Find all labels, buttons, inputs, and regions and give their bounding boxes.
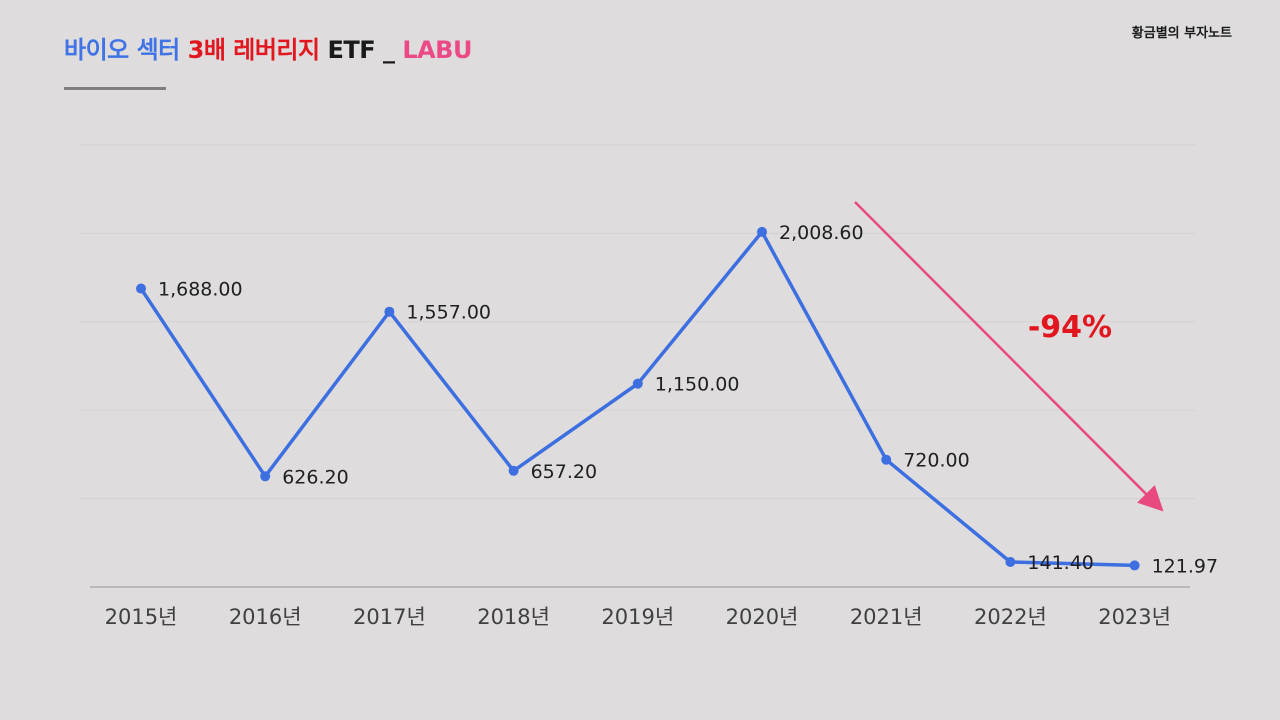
x-tick-label: 2015년	[105, 605, 178, 629]
data-point	[1129, 560, 1140, 571]
title-part-ticker: LABU	[402, 36, 472, 64]
data-label: 626.20	[282, 466, 348, 488]
gridlines	[80, 144, 1195, 500]
series-line-group	[139, 230, 1137, 568]
data-points	[136, 226, 1140, 571]
decline-arrow	[854, 201, 1164, 512]
data-labels: 1,688.00 626.20 1,557.00 657.20 1,150.00 2,00…	[158, 222, 1218, 578]
data-label: 2,008.60	[779, 222, 864, 244]
series-line	[139, 230, 1137, 568]
x-tick-label: 2023년	[1098, 605, 1171, 629]
data-label: 121.97	[1152, 555, 1218, 577]
x-tick-label: 2017년	[353, 605, 426, 629]
x-tick-label: 2020년	[726, 605, 799, 629]
page-title: 바이오 섹터 3배 레버리지 ETF _ LABU	[64, 30, 472, 65]
x-tick-label: 2018년	[477, 605, 550, 629]
data-label: 1,557.00	[406, 302, 491, 324]
x-tick-label: 2016년	[229, 605, 302, 629]
data-point	[136, 283, 146, 294]
data-point	[260, 471, 271, 482]
data-label: 1,150.00	[655, 374, 740, 396]
data-point	[1005, 557, 1016, 568]
x-axis-ticks: 2015년 2016년 2017년 2018년 2019년 2020년 2021년 2022년…	[105, 605, 1171, 629]
brand-label: 황금별의 부자노트	[1131, 26, 1232, 41]
data-point	[384, 306, 395, 317]
decline-annotation: -94%	[854, 201, 1164, 512]
title-part-etf: ETF _	[327, 36, 403, 64]
data-label: 141.40	[1027, 552, 1093, 574]
x-tick-label: 2021년	[850, 605, 923, 629]
title-part-leverage: 3배 레버리지	[187, 36, 328, 64]
data-label: 1,688.00	[158, 279, 243, 301]
title-part-sector: 바이오 섹터	[64, 36, 188, 64]
data-label: 657.20	[531, 461, 597, 483]
x-tick-label: 2022년	[974, 605, 1047, 629]
data-point	[508, 465, 519, 476]
title-underline	[64, 87, 166, 90]
x-tick-label: 2019년	[601, 605, 674, 629]
data-label: 720.00	[903, 450, 969, 472]
data-point	[881, 454, 892, 465]
data-point	[757, 226, 767, 237]
data-point	[632, 378, 643, 389]
decline-percent-label: -94%	[1028, 310, 1112, 345]
